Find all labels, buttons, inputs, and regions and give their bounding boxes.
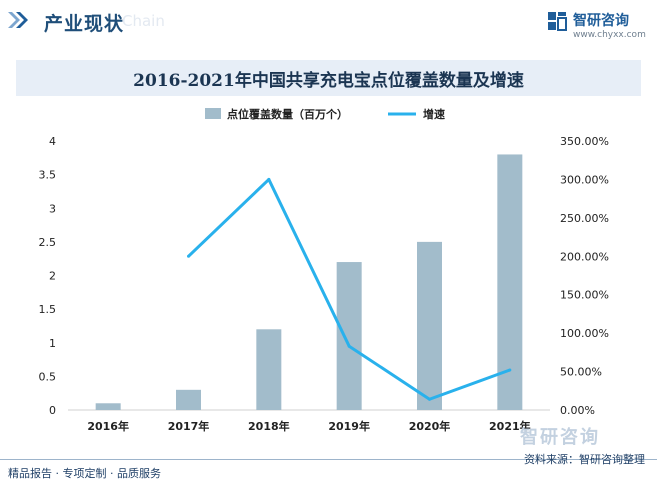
y-right-tick-label: 200.00% — [560, 250, 609, 263]
x-tick-label: 2018年 — [248, 419, 290, 433]
y-left-tick-label: 2 — [49, 270, 56, 283]
y-right-tick-label: 350.00% — [560, 135, 609, 148]
section-subtitle-ghost: Chain — [122, 12, 165, 30]
brand-name: 智研咨询 — [573, 13, 629, 29]
growth-line — [187, 177, 511, 401]
x-tick-label: 2019年 — [328, 419, 370, 433]
y-left-tick-label: 1 — [49, 337, 56, 350]
y-left-tick-label: 3.5 — [39, 169, 57, 182]
growth-point — [347, 344, 351, 348]
y-right-tick-label: 250.00% — [560, 212, 609, 225]
bar — [95, 403, 121, 410]
y-right-tick-label: 0.00% — [560, 404, 595, 417]
brand-block: 智研咨询 www.chyxx.com — [547, 8, 647, 52]
y-left-tick-label: 2.5 — [39, 236, 57, 249]
x-tick-label: 2020年 — [409, 419, 451, 433]
section-title: 产业现状 — [44, 13, 125, 35]
y-left-tick-label: 3 — [49, 202, 56, 215]
footer-divider — [0, 459, 657, 460]
footer-slogan: 精品报告 · 专项定制 · 品质服务 — [8, 467, 161, 480]
bar — [176, 389, 201, 410]
x-tick-label: 2016年 — [87, 419, 129, 433]
chart-legend: 点位覆盖数量（百万个） 增速 — [205, 107, 445, 121]
watermark-brand: 智研咨询 — [520, 427, 600, 448]
bar — [336, 262, 362, 410]
y-right-tick-label: 50.00% — [560, 366, 602, 379]
header-bar: 产业现状 Chain 智研咨询 www.chyxx.com — [0, 0, 657, 44]
brand-logo-icon — [548, 12, 567, 31]
chart-plot: 0 0.5 1 1.5 2 2.5 3 3.5 4 0.00% 50.00% 100.00% 150.0… — [39, 135, 609, 433]
chart-title: 2016-2021年中国共享充电宝点位覆盖数量及增速 — [133, 71, 524, 91]
legend-label-line: 增速 — [423, 107, 445, 121]
growth-point — [428, 397, 431, 401]
y-left-tick-label: 0.5 — [39, 370, 57, 383]
brand-url: www.chyxx.com — [573, 30, 646, 40]
bar — [256, 329, 282, 410]
legend-label-bar: 点位覆盖数量（百万个） — [227, 107, 348, 121]
y-left-tick-label: 0 — [49, 404, 56, 417]
y-left-tick-label: 1.5 — [39, 303, 57, 316]
y-right-tick-label: 100.00% — [560, 327, 609, 340]
y-right-tick-label: 300.00% — [560, 173, 609, 186]
double-chevron-icon — [8, 12, 28, 28]
y-left-tick-label: 4 — [49, 135, 56, 148]
bar — [497, 154, 523, 410]
data-source: 资料来源：智研咨询整理 — [524, 453, 645, 466]
growth-point — [187, 254, 190, 258]
growth-point — [508, 368, 512, 372]
chart-title-band: 2016-2021年中国共享充电宝点位覆盖数量及增速 — [16, 60, 641, 96]
legend-swatch-bar — [205, 108, 221, 119]
bar — [417, 241, 442, 410]
y-right-tick-label: 150.00% — [560, 289, 609, 302]
growth-point — [267, 177, 271, 181]
x-tick-label: 2017年 — [168, 419, 210, 433]
